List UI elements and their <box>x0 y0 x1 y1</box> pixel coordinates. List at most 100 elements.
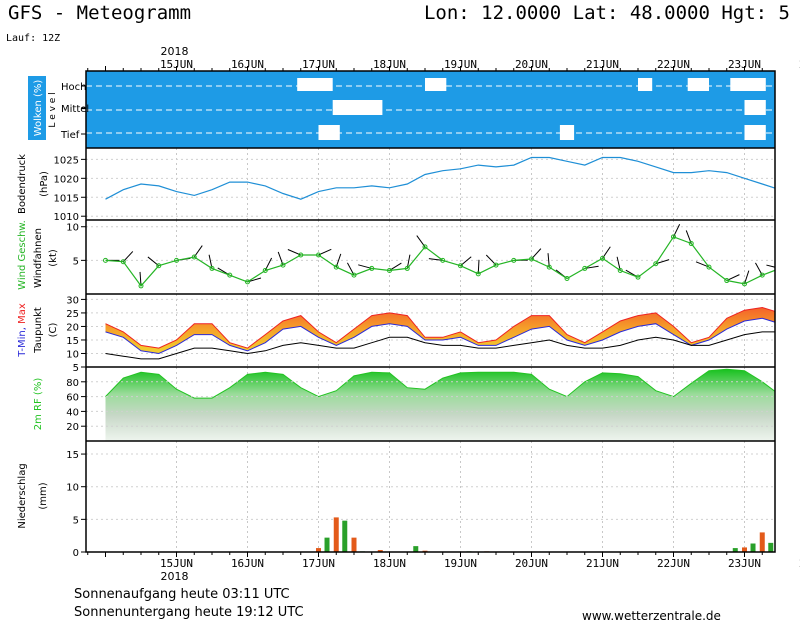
cloud-patch <box>425 78 447 91</box>
wind-speed-point <box>671 234 676 240</box>
pressure-tick-label: 1010 <box>54 212 79 223</box>
wind-speed-point <box>245 279 250 285</box>
temp-axis-label: T-Min, Max <box>17 303 28 358</box>
cloud-patch <box>638 78 653 91</box>
pressure-tick-label: 1015 <box>54 193 79 204</box>
temp-max-line <box>105 306 775 349</box>
wind-speed-line <box>105 236 775 287</box>
precip-bar <box>413 546 419 552</box>
date-label-bottom: 16JUN <box>231 557 264 570</box>
wind-speed-point <box>280 262 286 268</box>
pressure-axis-label: Bodendruck <box>17 154 28 214</box>
humidity-axis-label: 2m RF (%) <box>33 378 44 431</box>
page-title: GFS - Meteogramm <box>8 2 192 24</box>
pressure-line <box>105 156 775 200</box>
wind-speed-point <box>635 274 641 280</box>
date-label-bottom: 17JUN <box>302 557 335 570</box>
humidity-tick-label: 20 <box>66 422 79 433</box>
wind-speed-point <box>120 259 126 265</box>
temp-min-line <box>105 317 775 355</box>
cloud-patch <box>297 78 333 91</box>
date-label-top: 22JUN <box>657 58 690 71</box>
humidity-tick-label: 80 <box>66 378 79 389</box>
cloud-patch <box>332 100 383 115</box>
wind-speed-point <box>156 263 162 269</box>
temp-max-label: Max <box>17 303 28 327</box>
wind-speed-point <box>138 283 144 289</box>
panel-5-content <box>316 517 774 552</box>
plot-frame <box>85 70 776 553</box>
wind-speed-point <box>546 264 552 270</box>
wind-speed-point <box>369 265 375 271</box>
wind-speed-point <box>706 264 712 270</box>
wind-tick-label: 5 <box>73 256 79 267</box>
cloud-patch <box>744 125 766 140</box>
wind-axis-label: Wind Geschw. <box>17 220 28 290</box>
wind-speed-point <box>742 281 747 287</box>
wind-speed-point <box>511 257 517 263</box>
wind-speed-point <box>316 252 321 258</box>
wind-speed-point <box>653 261 659 267</box>
wind-speed-point <box>298 252 304 258</box>
panel-3-content <box>105 306 775 360</box>
dewpoint-line <box>105 331 775 360</box>
wind-speed-point <box>529 256 534 262</box>
location-coords: Lon: 12.0000 Lat: 48.0000 Hgt: 5 <box>423 2 790 24</box>
sunset-text: Sonnenuntergang heute 19:12 UTC <box>74 605 304 620</box>
date-label-top: 17JUN <box>302 58 335 71</box>
wind-speed-point <box>796 260 800 264</box>
cloud-patch <box>744 100 766 115</box>
precip-axis-label: Niederschlag <box>17 463 28 528</box>
precip-tick-label: 5 <box>73 515 79 526</box>
date-label-top: 21JUN <box>586 58 619 71</box>
wind-axis-label-2: Windfahnen <box>33 228 44 288</box>
wind-tick-label: 10 <box>66 223 79 234</box>
date-label-top: 19JUN <box>444 58 477 71</box>
wind-speed-point <box>564 276 570 282</box>
precip-unit-label: (mm) <box>38 482 49 509</box>
cloud-patch <box>730 78 766 91</box>
precip-bar <box>342 520 348 552</box>
precip-tick-label: 15 <box>66 450 79 461</box>
date-label-top: 24JUN <box>799 58 800 71</box>
wind-speed-point <box>759 272 765 278</box>
year-label-bottom: 2018 <box>161 570 189 583</box>
precip-bar <box>768 542 774 552</box>
wind-speed-point <box>174 257 179 263</box>
humidity-line <box>105 368 775 399</box>
date-label-bottom: 23JUN <box>728 557 761 570</box>
pressure-tick-label: 1025 <box>54 155 79 166</box>
wind-speed-point <box>209 265 215 271</box>
temp-tick-label: 25 <box>66 309 79 320</box>
pressure-unit-label: (hPa) <box>39 171 50 197</box>
panel-2-content <box>103 224 800 289</box>
date-label-bottom: 20JUN <box>515 557 548 570</box>
cloud-level-label: Tief <box>60 130 80 141</box>
precip-bar <box>316 548 321 552</box>
precip-bar <box>742 547 747 552</box>
date-label-bottom: 24JUN <box>799 557 800 570</box>
model-run: Lauf: 12Z <box>6 33 61 44</box>
temp-tick-label: 30 <box>66 295 79 306</box>
wind-speed-point <box>404 265 410 271</box>
site-credit: www.wetterzentrale.de <box>582 609 721 623</box>
wind-speed-point <box>475 271 481 277</box>
temp-tick-label: 10 <box>66 349 79 360</box>
wind-barb <box>766 264 775 268</box>
date-label-top: 20JUN <box>515 58 548 71</box>
wind-speed-point <box>582 265 588 271</box>
cloud-level-label: Mittel <box>61 104 89 115</box>
wind-speed-point <box>103 257 108 263</box>
humidity-tick-label: 40 <box>66 407 79 418</box>
sunrise-text: Sonnenaufgang heute 03:11 UTC <box>74 587 290 602</box>
pressure-tick-label: 1020 <box>54 174 79 185</box>
year-label-top: 2018 <box>161 45 189 58</box>
date-label-bottom: 22JUN <box>657 557 690 570</box>
temp-unit-label: (C) <box>48 323 59 338</box>
precip-tick-label: 0 <box>73 548 79 559</box>
temp-min-label: T-Min, <box>17 327 28 358</box>
cloud-label-bg <box>28 76 46 140</box>
wind-speed-point <box>333 264 339 270</box>
temp-tick-label: 15 <box>66 336 79 347</box>
